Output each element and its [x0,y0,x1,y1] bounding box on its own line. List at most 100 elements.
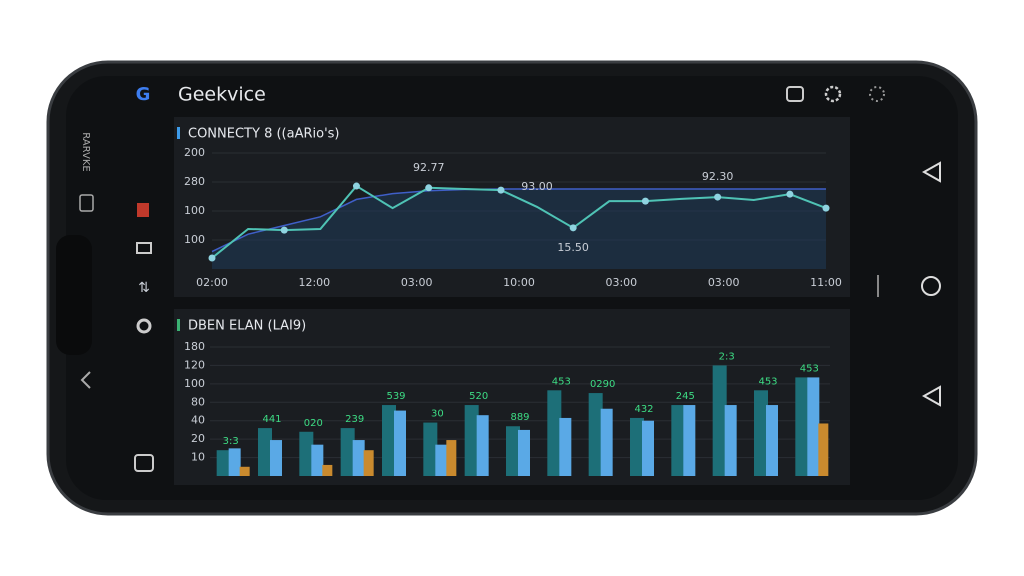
y-tick-label: 40 [191,414,205,427]
bar [258,428,272,476]
chart-title: DBEN ELAN (LAI9) [188,319,306,334]
bar [239,466,250,476]
point [497,186,505,194]
annotation: 441 [262,414,281,425]
annotation: 92.77 [413,161,445,174]
point [714,193,722,201]
annotation: 245 [676,391,695,402]
bar [518,429,530,476]
settings-icon[interactable] [824,85,842,103]
bar [216,450,231,476]
bar [671,405,686,476]
logo: G [136,84,151,105]
bar [559,417,572,476]
point [280,226,288,234]
annotation: 0290 [590,379,615,390]
y-tick-label: 80 [191,395,205,408]
back-icon[interactable] [80,371,91,389]
bar [506,426,520,476]
annotation: 453 [800,363,819,374]
bar [818,423,829,476]
y-tick-label: 100 [184,377,205,390]
x-tick-label: 03:00 [605,276,637,289]
bar [394,410,406,476]
point [786,190,794,198]
y-tick-label: 10 [191,451,205,464]
annotation: 93.00 [521,180,553,193]
bar [363,450,374,476]
point [641,197,649,205]
nav-icon[interactable]: ⇅ [138,280,150,296]
bar [766,405,778,476]
nav-recent[interactable] [921,385,941,407]
annotation: 239 [345,414,364,425]
nav-back[interactable] [921,161,941,183]
annotation: 92.30 [702,170,734,183]
x-tick-label: 11:00 [810,276,842,289]
y-tick-label: 100 [184,204,205,217]
nav-icon[interactable] [136,242,152,254]
bar [423,422,438,476]
camera-notch [56,235,92,355]
annotation: 889 [510,412,529,423]
bar [630,417,644,476]
point [208,254,216,262]
annotation: 539 [386,391,405,402]
nav-icon[interactable] [137,203,149,217]
line [211,184,827,259]
annotation: 30 [431,409,444,420]
x-tick-label: 03:00 [708,276,740,289]
y-tick-label: 20 [191,432,205,445]
nav-home[interactable] [921,276,941,296]
point [352,182,360,190]
y-tick-label: 280 [184,175,205,188]
annotation: 453 [758,376,777,387]
annotation: 520 [469,391,488,402]
bar [322,464,333,476]
point [425,184,433,192]
bar [340,428,355,476]
x-tick-label: 10:00 [503,276,535,289]
bar [754,390,768,476]
bar [807,377,820,476]
side-label: RARVKE [80,132,91,172]
annotation: 020 [304,418,323,429]
y-tick-label: 100 [184,233,205,246]
area [212,188,826,269]
x-tick-label: 02:00 [196,276,228,289]
bar [311,444,324,476]
nav-icon[interactable] [134,454,154,472]
bar [724,405,737,476]
line [211,188,826,253]
nav-icon[interactable] [79,194,94,212]
nav-icon[interactable] [136,318,152,334]
bar [600,408,613,476]
bar [795,377,810,476]
bar [642,420,654,476]
bar [382,405,396,476]
bar [352,440,365,476]
bar [464,405,479,476]
y-tick-label: 200 [184,146,205,159]
y-tick-label: 120 [184,358,205,371]
more-icon[interactable] [869,86,885,102]
bar [270,440,282,476]
bar [435,444,448,476]
y-tick-label: 180 [184,340,205,353]
annotation: 2:3 [719,351,735,362]
x-tick-label: 03:00 [401,276,433,289]
chart-title: CONNECTY 8 ((aARio's) [188,127,340,142]
bar [712,365,727,476]
bar [476,415,489,476]
camera-icon[interactable] [786,86,804,102]
bar [299,431,314,476]
app-title: Geekvice [178,84,266,106]
bar [588,393,603,476]
annotation: 432 [634,404,653,415]
panel-accent [177,127,180,139]
bar [228,448,241,476]
bar [446,440,457,476]
bar [547,390,562,476]
bar [683,405,696,476]
